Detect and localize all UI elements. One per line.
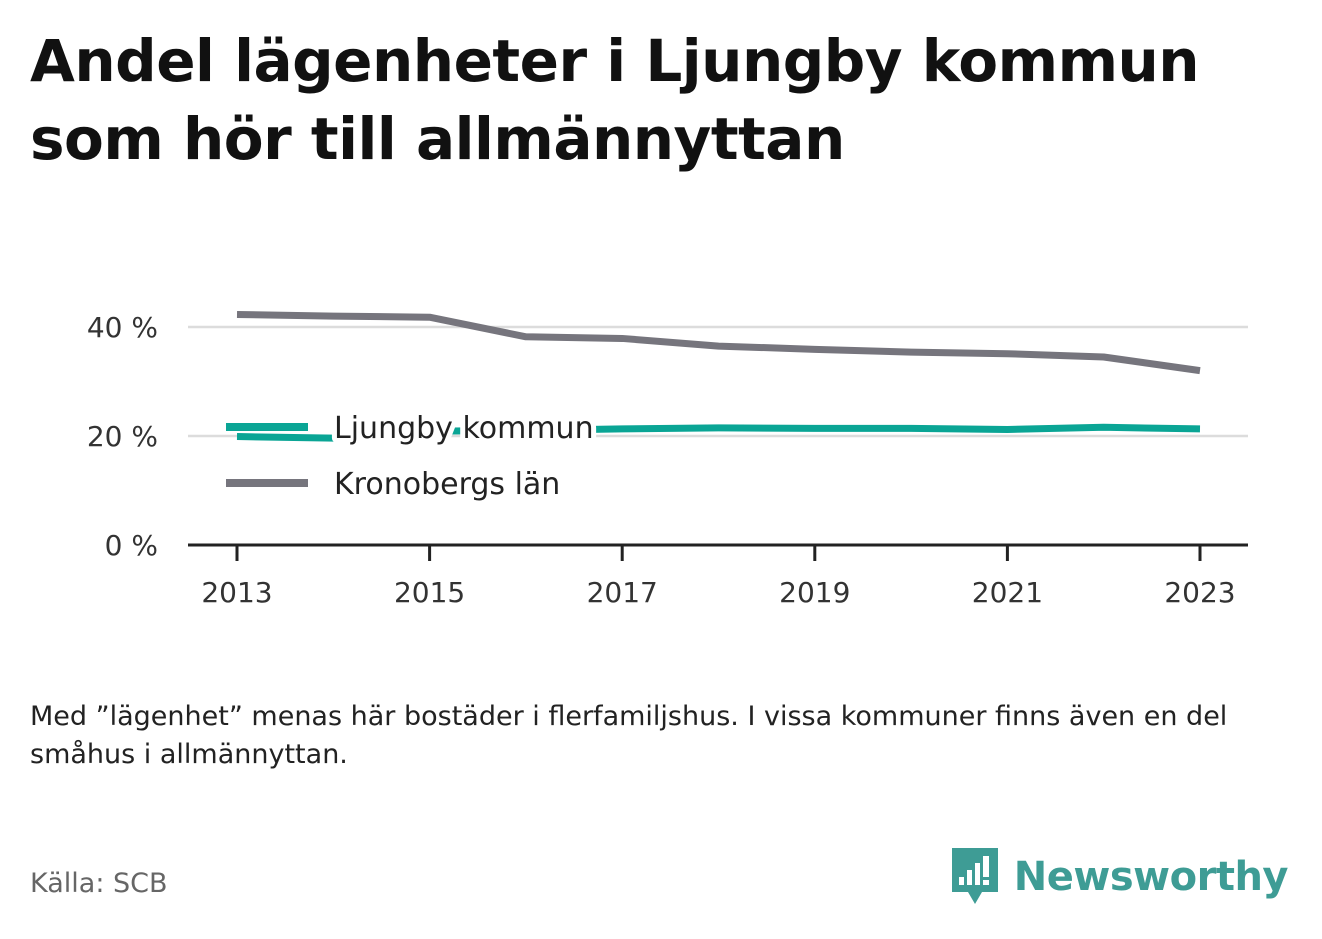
x-axis-ticks: 2013 2015 2017 2019 2021 2023: [201, 545, 1236, 609]
series-line-1: [236, 310, 1201, 375]
legend-label: Ljungby kommun: [334, 411, 594, 446]
series-line-0: [236, 423, 1201, 442]
chart-title: Andel lägenheter i Ljungby kommun som hö…: [30, 27, 1200, 173]
source-label: Källa: SCB: [30, 868, 168, 899]
newsworthy-logo: Newsworthy: [950, 846, 1289, 908]
y-tick-label: 40 %: [87, 311, 158, 344]
x-tick-label: 2015: [394, 576, 465, 609]
x-tick-label: 2017: [587, 576, 658, 609]
legend-label: Kronobergs län: [334, 467, 560, 502]
x-tick-label: 2023: [1164, 576, 1235, 609]
line-chart: 0 % 20 % 40 % 2013 2015 2017 2019 2021 2023 Lju…: [87, 310, 1248, 609]
y-tick-label: 0 %: [105, 529, 158, 562]
chart-note: Med ”lägenhet” menas här bostäder i fler…: [30, 701, 1228, 770]
x-tick-label: 2019: [779, 576, 850, 609]
y-axis-labels: 0 % 20 % 40 %: [87, 311, 158, 562]
y-tick-label: 20 %: [87, 420, 158, 453]
legend: Ljungby kommun Kronobergs län: [226, 406, 599, 507]
bar-chart-logo-icon: [951, 848, 998, 904]
x-tick-label: 2013: [201, 576, 272, 609]
brand-name: Newsworthy: [1013, 854, 1289, 900]
x-tick-label: 2021: [972, 576, 1043, 609]
series-lines: [236, 310, 1201, 442]
